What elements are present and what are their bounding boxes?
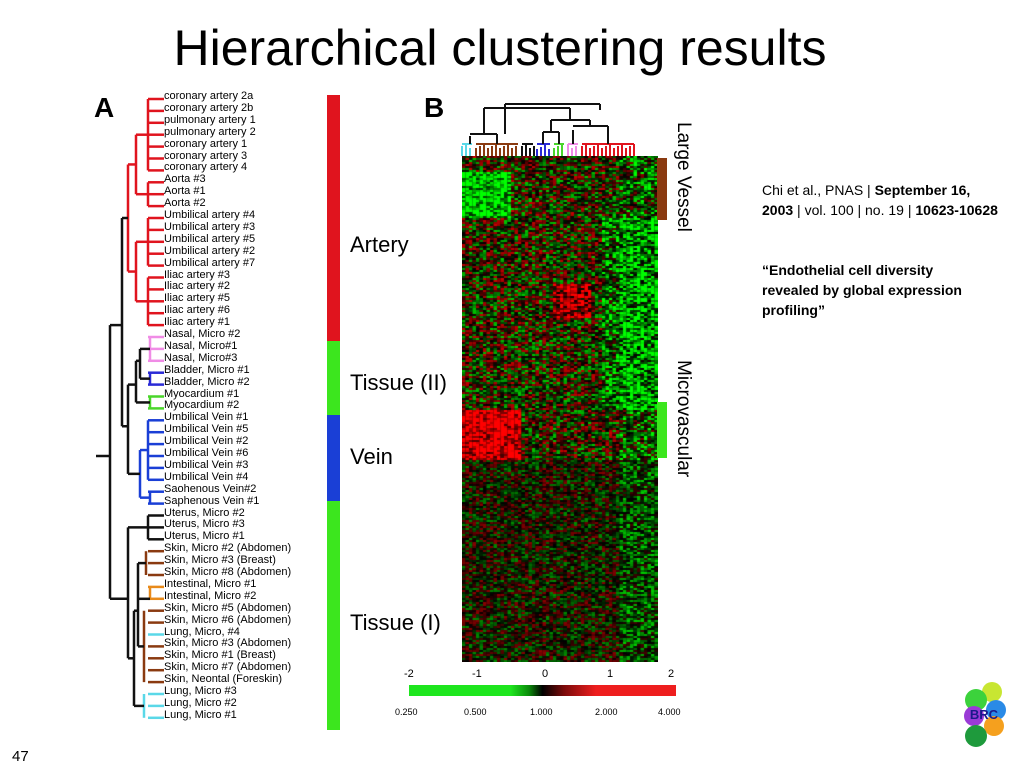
sample-label: Aorta #1 xyxy=(164,185,206,198)
sample-label: Intestinal, Micro #1 xyxy=(164,577,257,590)
sample-label: Skin, Micro #8 (Abdomen) xyxy=(164,566,292,578)
group-bar-artery xyxy=(327,95,340,341)
sample-label: Myocardium #1 xyxy=(164,387,240,400)
sample-label: Saphenous Vein #1 xyxy=(164,494,260,507)
sample-label: Iliac artery #1 xyxy=(164,316,231,329)
sample-label: Skin, Micro #2 (Abdomen) xyxy=(164,542,292,555)
sample-label: Aorta #3 xyxy=(164,173,206,186)
scale-log-tick: 1 xyxy=(607,668,614,680)
group-label-tissue-ii: Tissue (II) xyxy=(350,370,447,395)
paper-title-quote: “Endothelial cell diversity revealed by … xyxy=(762,262,962,318)
brc-logo: BRC xyxy=(964,682,1006,747)
sample-label: coronary artery 3 xyxy=(164,149,248,162)
sample-label: Skin, Micro #5 (Abdomen) xyxy=(164,601,292,614)
slide-title: Hierarchical clustering results xyxy=(173,20,827,76)
expression-heatmap xyxy=(462,156,658,662)
group-label-vein: Vein xyxy=(350,444,393,469)
sample-label: Skin, Micro #3 (Abdomen) xyxy=(164,637,292,650)
sample-label: Bladder, Micro #1 xyxy=(164,363,250,376)
citation: Chi et al., PNAS | September 16, 2003 | … xyxy=(762,180,1002,220)
sample-label: Nasal, Micro#3 xyxy=(164,351,238,364)
sample-label: Skin, Micro #6 (Abdomen) xyxy=(164,613,292,626)
sample-label: Iliac artery #3 xyxy=(164,268,231,281)
sample-label: pulmonary artery 1 xyxy=(164,113,256,126)
citation-date: September 16, 2003 xyxy=(762,182,971,218)
panel-a-label: A xyxy=(94,92,115,123)
sample-label: Umbilical Vein #5 xyxy=(164,423,249,436)
sample-label: Nasal, Micro #2 xyxy=(164,328,241,340)
sample-label: Skin, Micro #7 (Abdomen) xyxy=(164,661,292,674)
scale-ratio-tick: 0.500 xyxy=(464,707,487,717)
sample-label: Lung, Micro #1 xyxy=(164,708,237,721)
logo-text: BRC xyxy=(970,707,999,722)
sample-label: coronary artery 4 xyxy=(164,161,248,174)
sample-label: Umbilical Vein #6 xyxy=(164,447,249,459)
sample-label: Myocardium #2 xyxy=(164,399,240,412)
scale-ratio-tick: 0.250 xyxy=(395,707,418,717)
sample-label: Lung, Micro #3 xyxy=(164,685,237,697)
sample-label: coronary artery 1 xyxy=(164,137,248,150)
group-bar-tissue-ii xyxy=(327,341,340,415)
sample-label: Saohenous Vein#2 xyxy=(164,482,257,495)
sample-label: Skin, Micro #3 (Breast) xyxy=(164,554,276,567)
sample-label: Iliac artery #5 xyxy=(164,292,231,305)
citation-volume: | vol. 100 | no. 19 | xyxy=(793,202,916,218)
gene-dendrogram xyxy=(461,103,635,156)
sample-label: Aorta #2 xyxy=(164,197,206,210)
sample-label: Nasal, Micro#1 xyxy=(164,339,238,352)
sample-label: Umbilical artery #7 xyxy=(164,256,256,269)
sample-dendrogram xyxy=(96,97,164,720)
sample-label: Iliac artery #6 xyxy=(164,304,231,317)
sample-label: Iliac artery #2 xyxy=(164,280,231,293)
citation-pages: 10623-10628 xyxy=(915,202,998,218)
color-scale-legend: -2 -1 0 1 2 0.250 0.500 1.000 2.000 4.00… xyxy=(390,665,690,725)
sample-label: Skin, Neontal (Foreskin) xyxy=(164,673,282,686)
side-bar-microvascular xyxy=(657,402,667,458)
sample-label: Lung, Micro #2 xyxy=(164,696,237,709)
sample-label: Umbilical Vein #3 xyxy=(164,458,249,471)
sample-label: coronary artery 2b xyxy=(164,101,254,114)
slide-number: 47 xyxy=(12,748,29,765)
sample-label: Umbilical artery #3 xyxy=(164,220,256,233)
scale-log-tick: 0 xyxy=(542,668,549,680)
scale-ratio-tick: 4.000 xyxy=(658,707,681,717)
scale-gradient-bar xyxy=(409,685,676,696)
sample-label: Umbilical artery #2 xyxy=(164,244,256,257)
sample-label: Uterus, Micro #2 xyxy=(164,506,245,519)
sample-label: Umbilical artery #4 xyxy=(164,209,256,221)
citation-authors: Chi et al., PNAS | xyxy=(762,182,875,198)
group-label-artery: Artery xyxy=(350,232,409,257)
group-label-tissue-i: Tissue (I) xyxy=(350,610,441,635)
side-bar-large-vessel xyxy=(657,158,667,220)
side-label-microvascular: Microvascular xyxy=(673,360,694,478)
scale-ratio-tick: 1.000 xyxy=(530,707,553,717)
scale-log-tick: 2 xyxy=(668,668,675,680)
sample-label: Skin, Micro #1 (Breast) xyxy=(164,649,276,662)
sample-label: Uterus, Micro #1 xyxy=(164,530,245,543)
scale-log-tick: -1 xyxy=(472,668,482,680)
side-label-large-vessel: Large Vessel xyxy=(673,122,694,232)
sample-label: Umbilical artery #5 xyxy=(164,232,256,245)
scale-log-tick: -2 xyxy=(404,668,414,680)
group-bar-tissue-i xyxy=(327,501,340,730)
sample-label: coronary artery 2a xyxy=(164,90,254,102)
sample-label: Umbilical Vein #1 xyxy=(164,411,249,424)
sample-label: Umbilical Vein #4 xyxy=(164,470,249,483)
sample-label: Umbilical Vein #2 xyxy=(164,435,249,448)
sample-label: Intestinal, Micro #2 xyxy=(164,589,257,602)
scale-ratio-tick: 2.000 xyxy=(595,707,618,717)
sample-label: Lung, Micro, #4 xyxy=(164,625,240,638)
sample-label: Uterus, Micro #3 xyxy=(164,518,245,531)
panel-b-label: B xyxy=(424,92,445,123)
group-bar-vein xyxy=(327,415,340,501)
sample-label: Bladder, Micro #2 xyxy=(164,375,250,388)
sample-label: pulmonary artery 2 xyxy=(164,125,256,138)
